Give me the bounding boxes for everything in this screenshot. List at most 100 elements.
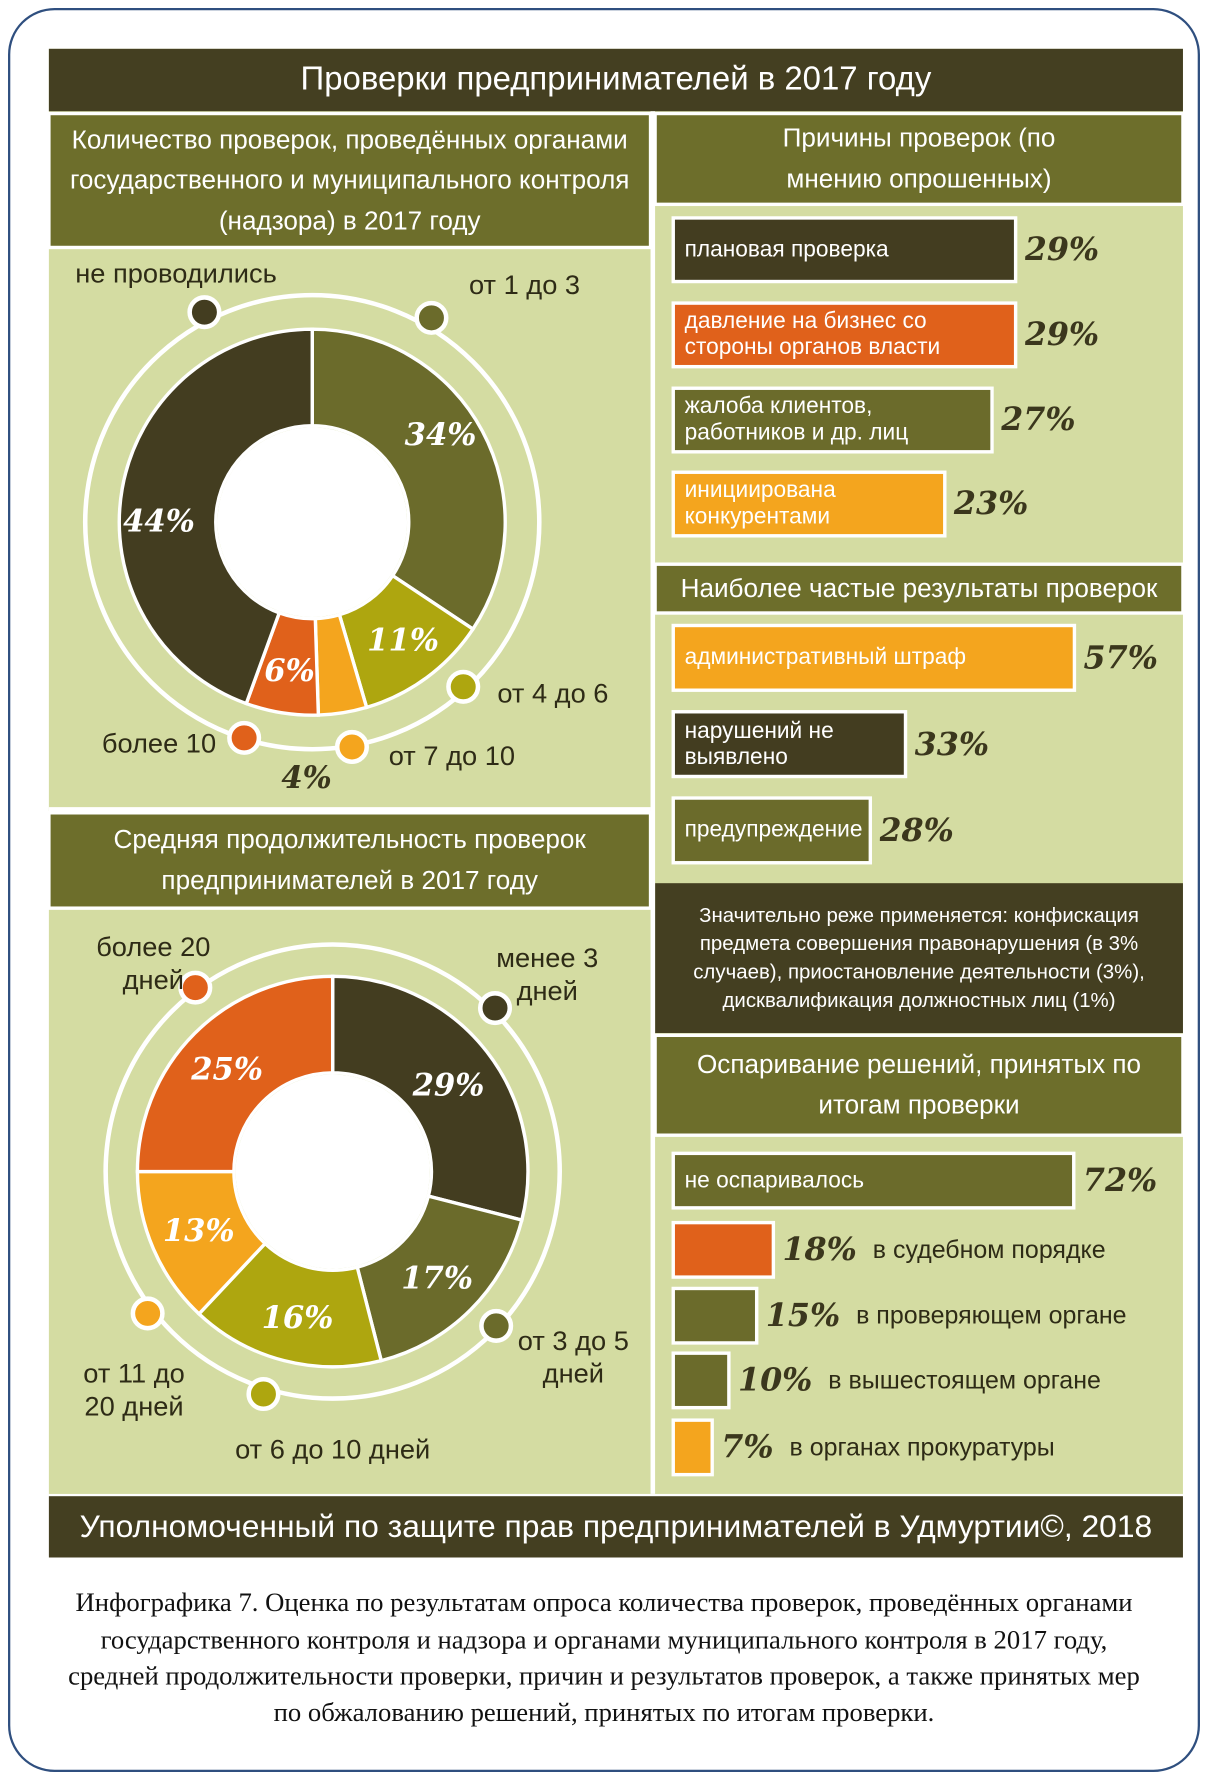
legend-dot [479,1308,514,1343]
bar-value-row: 7% в органах прокуратуры [721,1413,1208,1481]
header-bar [48,48,1183,112]
text-box: от 6 до 10 дней [235,1434,431,1466]
legend-dot [414,300,449,335]
slice-label: от 3 до 5 дней [517,1326,629,1390]
text-box: Уполномоченный по защите прав предприним… [79,1508,1153,1545]
text-box: не оспаривалось [685,1168,864,1193]
value-label: 29% [412,1067,485,1104]
text-box: Наиболее частые результаты проверок [681,573,1158,603]
text-box: 72% [1083,1147,1208,1215]
bar [671,796,873,865]
text-box: 11% [367,622,439,659]
note-box [655,883,1183,1034]
text-box: 29% [1025,211,1208,288]
bar [671,1151,1076,1210]
value-label: 44% [123,503,195,539]
slice-label: от 4 до 6 [497,678,609,710]
bar-value-row: 29% [1025,296,1208,373]
footer-bar [48,1496,1183,1558]
value-label: 11% [367,622,439,659]
bar-value-row: 29% [1025,211,1208,288]
text-box: от 4 до 6 [497,678,609,710]
text-box: Инфографика 7. Оценка по результатам опр… [68,1588,1140,1729]
bar-label: в вышестоящем органе [828,1365,1101,1394]
value-label: 7% [721,1428,774,1466]
legend-dot [187,295,222,330]
value-label: 29% [1024,230,1100,269]
text-box: 25% [191,1052,263,1088]
text-box: 57% [1083,619,1208,697]
slice [355,1194,524,1363]
text-box: 29% [1025,296,1208,373]
value-label: 25% [191,1052,263,1088]
bar-value-row: 72% [1083,1147,1208,1215]
text-box: менее 3 дней [496,943,599,1007]
ring [82,292,542,752]
hole [235,1074,430,1269]
footer: Уполномоченный по защите прав предприним… [79,1508,1153,1545]
bar [671,710,908,779]
text-box: 33% [914,725,990,763]
bar-label: административный штраф [684,644,967,670]
section-header [47,811,653,910]
bar [671,386,994,454]
value-label: 6% [264,653,315,689]
text-box: 44% [123,503,195,539]
text-box: 7% в органах прокуратуры [721,1413,1208,1481]
legend-dot [446,669,481,704]
caption: Инфографика 7. Оценка по результатам опр… [68,1588,1140,1729]
bar-label: в проверяющем органе [856,1300,1127,1330]
slice-label: менее 3 дней [496,943,599,1007]
bar [671,1351,731,1410]
section-header [653,1033,1185,1137]
note: Значительно реже применяется: конфискаци… [693,903,1145,1012]
ring [103,942,562,1401]
bar [671,623,1077,692]
slice [310,327,507,632]
text-box: от 3 до 5 дней [517,1326,629,1390]
section-header [653,111,1185,207]
value-label: 15% [765,1296,841,1335]
text-box: 15% в проверяющем органе [766,1282,1208,1350]
bar-value-row: 27% [1001,381,1208,458]
slice [196,1241,384,1369]
bar [671,1286,759,1345]
text-box: более 20 дней [96,932,210,995]
slice-label: от 6 до 10 дней [235,1434,431,1466]
bar-value-row: 57% [1083,619,1208,697]
text-box: не проводились [75,258,277,289]
legend-dot [477,991,513,1026]
legend-dot [130,1296,165,1331]
slice [117,327,314,706]
slice [135,974,335,1174]
bar-value-row: 15% в проверяющем органе [766,1282,1208,1350]
text-box: Количество проверок, проведённых органам… [70,124,629,234]
value-label: 28% [879,811,954,849]
text-box: 16% [262,1301,334,1336]
section-header [653,562,1185,615]
legend-dot [334,729,370,764]
value-label: 10% [737,1361,813,1399]
bar-value-row: 10% в вышестоящем органе [738,1346,1208,1414]
text-box: от 1 до 3 [469,270,580,301]
text-box: административный штраф [684,644,967,670]
bar [671,1418,714,1477]
text-box: плановая проверка [685,237,889,262]
text-box: предупреждение [685,817,863,842]
text-box: Средняя продолжительность проверок предп… [114,825,586,895]
value-label: 33% [914,725,990,763]
bar [671,301,1018,369]
value-label: 27% [1001,400,1076,439]
value-label: 57% [1083,638,1158,677]
text-box: Значительно реже применяется: конфискаци… [693,903,1145,1012]
bar-label: нарушений не выявлено [684,718,834,770]
bar-value-row: 28% [879,791,1208,869]
text-box: 27% [1001,381,1208,458]
text-box: жалоба клиентов, работников и др. лиц [684,393,909,445]
text-box: давление на бизнес со стороны органов вл… [685,309,941,360]
page-title: Проверки предпринимателей в 2017 году [300,61,932,98]
text-box: от 11 до 20 дней [83,1359,185,1422]
bar [671,470,947,538]
text-box: 23% [954,485,1028,522]
bar-label: жалоба клиентов, работников и др. лиц [684,393,909,445]
